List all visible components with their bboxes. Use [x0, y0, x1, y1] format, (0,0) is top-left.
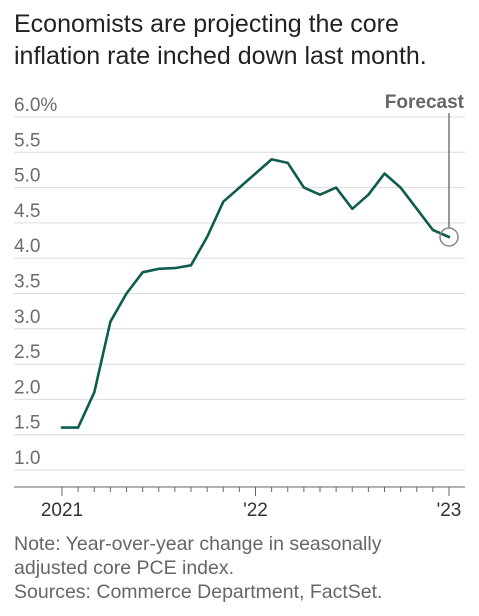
y-tick-label: 4.5 — [14, 201, 40, 222]
y-tick-label: 5.5 — [14, 130, 40, 151]
x-tick-label: 2021 — [41, 500, 83, 521]
y-tick-label: 6.0% — [14, 95, 57, 116]
series-group — [60, 158, 451, 429]
y-tick-label: 1.0 — [14, 448, 40, 469]
note-line-2: adjusted core PCE index. — [14, 557, 235, 579]
y-axis-ticks: 1.0 1.5 2.0 2.5 3.0 3.5 4.0 4.5 5.0 5.5 6.0% — [14, 95, 57, 469]
chart-notes: Note: Year-over-year change in seasonall… — [14, 532, 474, 604]
y-tick-label: 2.0 — [14, 377, 40, 398]
x-tick-label: '23 — [437, 500, 462, 521]
series-line — [60, 158, 451, 429]
x-tick-label: '22 — [243, 500, 268, 521]
y-tick-label: 2.5 — [14, 342, 40, 363]
sources-line: Sources: Commerce Department, FactSet. — [14, 581, 383, 603]
grid-lines — [14, 116, 465, 471]
x-axis: 2021 '22 '23 — [14, 486, 465, 521]
y-tick-label: 4.0 — [14, 236, 40, 257]
y-tick-label: 3.5 — [14, 272, 40, 293]
y-tick-label: 1.5 — [14, 413, 40, 434]
forecast-group: Forecast — [385, 92, 465, 247]
forecast-marker — [439, 227, 459, 247]
line-chart: 1.0 1.5 2.0 2.5 3.0 3.5 4.0 4.5 5.0 5.5 6.0% 2021 '… — [14, 92, 465, 521]
y-tick-label: 3.0 — [14, 307, 40, 328]
note-line-1: Note: Year-over-year change in seasonall… — [14, 533, 382, 555]
forecast-label: Forecast — [385, 92, 465, 113]
y-tick-label: 5.0 — [14, 166, 40, 187]
chart-title: Economists are projecting the core infla… — [14, 10, 427, 70]
